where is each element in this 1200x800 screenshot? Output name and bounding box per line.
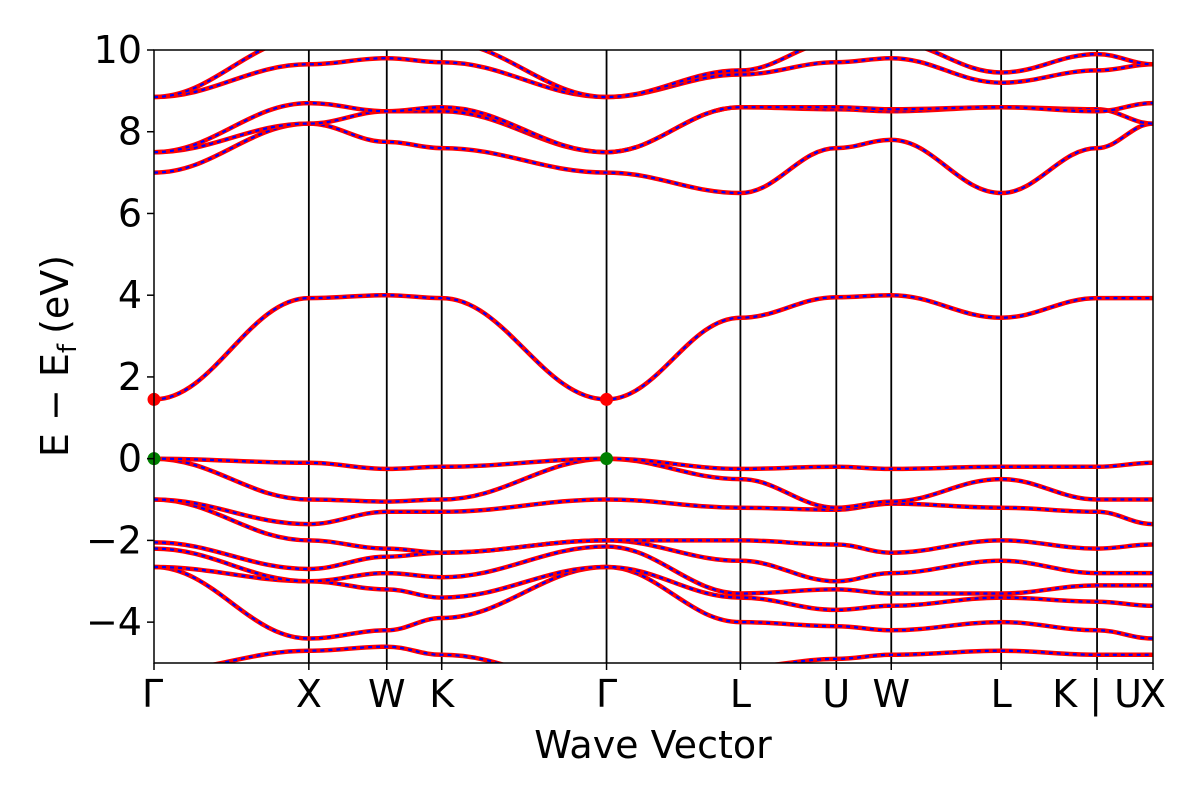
band-c1-overlay [154,294,1153,401]
band-b3-overlay [154,565,1153,612]
y-axis-title-unit: (eV) [33,255,77,334]
y-tick-label: 8 [118,110,142,154]
band-c2-overlay [154,122,1153,195]
x-tick-label: W [368,672,406,716]
band-c2 [154,121,1153,196]
y-axis-ticks: −4 −2 0 2 4 6 8 10 [86,28,154,644]
band-b4-overlay [154,545,1153,595]
x-tick-label: K | U [1052,672,1142,717]
band-c3-overlay [154,106,1153,154]
band-b2 [154,564,1153,641]
x-tick-label: W [872,672,910,716]
x-axis-title: Wave Vector [534,723,772,767]
band-b8 [154,456,1153,510]
band-lines [154,50,1153,663]
cbm-marker [600,392,614,406]
y-tick-label: 2 [118,355,142,399]
y-tick-label: 10 [94,28,142,72]
band-c4-overlay [154,101,1153,154]
band-b9-overlay [154,457,1153,471]
band-c1 [154,292,1153,402]
band-b7-overlay [154,498,1153,526]
y-tick-label: 0 [118,437,142,481]
x-tick-label: X [296,672,322,716]
y-tick-label: −4 [86,600,142,644]
band-b7 [154,497,1153,527]
band-c3 [154,104,1153,155]
band-b1-overlay [216,645,1153,663]
vbm-marker [600,452,614,466]
x-tick-label: X [1140,672,1166,716]
y-tick-label: 6 [118,191,142,235]
y-axis-title-subscript: f [53,343,83,353]
y-tick-label: −2 [86,518,142,562]
band-c4 [154,100,1153,155]
band-c6 [154,50,1153,100]
plot-frame [153,49,1154,664]
band-b6-overlay [154,498,1153,554]
y-axis-title-main: E − E [33,353,77,457]
band-c6-overlay [154,50,1153,99]
x-tick-label: Γ [596,672,617,716]
band-b5-overlay [154,539,1153,583]
x-tick-label: Γ [142,672,163,716]
x-tick-label: L [991,672,1012,716]
band-b3 [154,564,1153,613]
x-tick-label: U [822,672,850,716]
x-tick-label: L [730,672,751,716]
y-axis-title: E − Ef (eV) [33,255,83,457]
y-tick-label: 4 [118,273,142,317]
band-c5 [154,55,1153,100]
band-edge-markers [147,392,614,466]
band-b2-overlay [154,565,1153,640]
x-tick-label: K [429,672,455,716]
high-symmetry-lines [307,50,1098,663]
